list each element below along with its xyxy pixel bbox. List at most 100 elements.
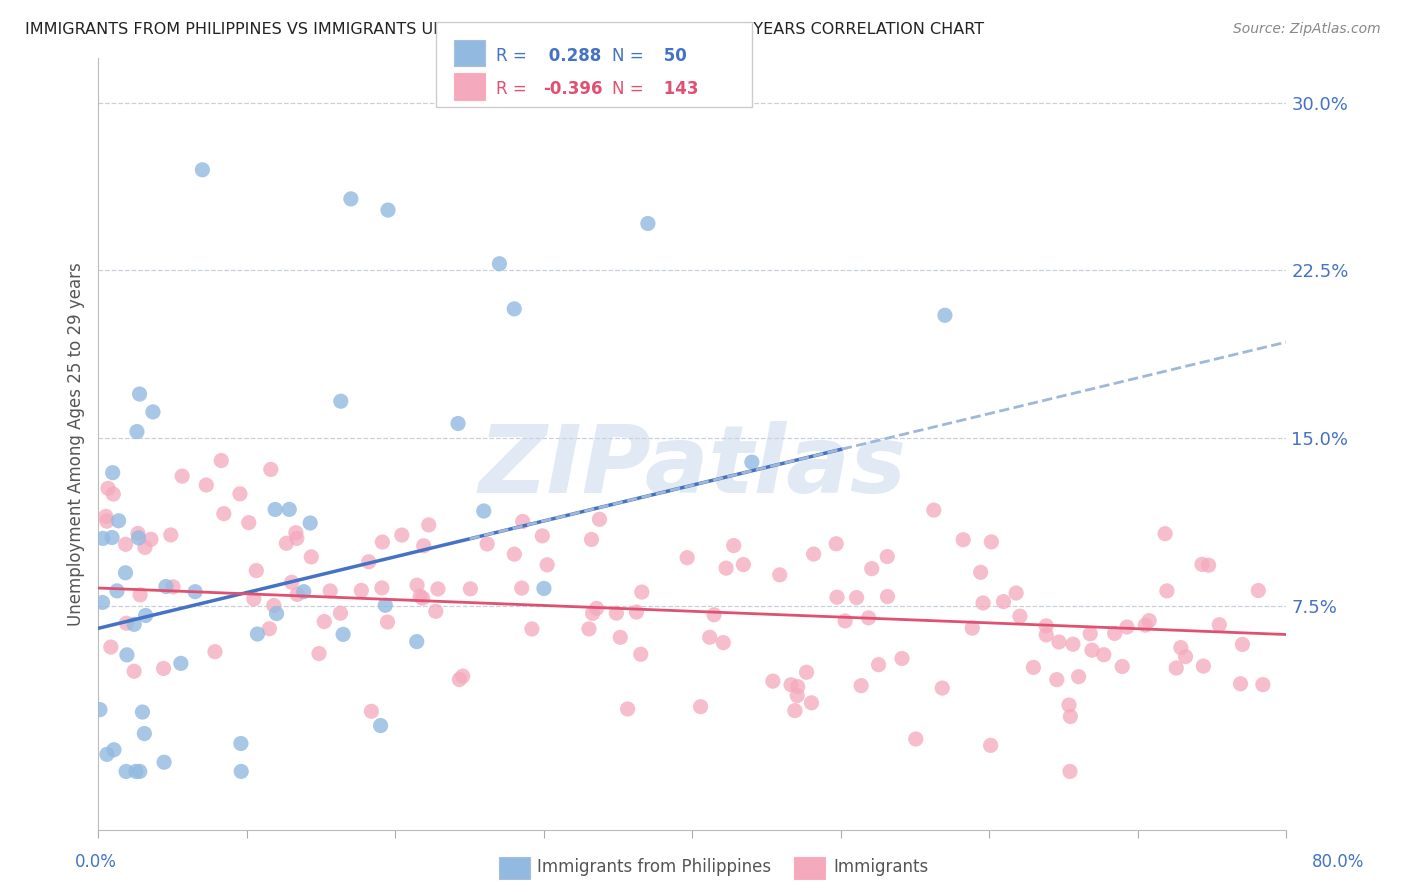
Point bbox=[699, 630, 721, 644]
Point bbox=[536, 558, 558, 572]
Point bbox=[1247, 583, 1270, 598]
Text: Immigrants from Philippines: Immigrants from Philippines bbox=[537, 858, 772, 876]
Point bbox=[1192, 659, 1215, 673]
Text: 0.288: 0.288 bbox=[543, 46, 600, 64]
Point bbox=[1035, 628, 1057, 642]
Point bbox=[858, 611, 880, 625]
Point bbox=[308, 647, 330, 661]
Point bbox=[212, 507, 235, 521]
Point bbox=[800, 696, 823, 710]
Point bbox=[676, 550, 699, 565]
Point bbox=[96, 514, 118, 528]
Point bbox=[689, 699, 711, 714]
Point bbox=[1062, 637, 1084, 651]
Point bbox=[350, 583, 373, 598]
Point bbox=[152, 661, 174, 675]
Point bbox=[1081, 643, 1104, 657]
Point bbox=[195, 478, 218, 492]
Point bbox=[711, 635, 734, 649]
Point bbox=[96, 747, 118, 762]
Point bbox=[1174, 649, 1197, 664]
Point bbox=[115, 616, 138, 631]
Point bbox=[447, 417, 470, 431]
Point bbox=[1047, 635, 1070, 649]
Point bbox=[585, 601, 607, 615]
Point bbox=[374, 599, 396, 613]
Point bbox=[426, 582, 449, 596]
Point bbox=[825, 537, 848, 551]
Point bbox=[91, 532, 114, 546]
Point bbox=[1005, 586, 1028, 600]
Point bbox=[1008, 609, 1031, 624]
Point bbox=[503, 301, 526, 316]
Point bbox=[723, 539, 745, 553]
Point bbox=[377, 615, 399, 629]
Text: N =: N = bbox=[612, 80, 648, 98]
Point bbox=[1104, 626, 1126, 640]
Point bbox=[605, 606, 627, 620]
Point bbox=[418, 517, 440, 532]
Point bbox=[266, 607, 288, 621]
Point bbox=[451, 669, 474, 683]
Point bbox=[1135, 618, 1157, 632]
Point bbox=[101, 466, 124, 480]
Point bbox=[1116, 620, 1139, 634]
Point bbox=[972, 596, 994, 610]
Point bbox=[114, 566, 136, 580]
Point bbox=[238, 516, 260, 530]
Point bbox=[425, 604, 447, 618]
Point bbox=[1137, 614, 1160, 628]
Point bbox=[259, 622, 281, 636]
Text: ZIPatlas: ZIPatlas bbox=[478, 421, 907, 513]
Point bbox=[91, 595, 114, 609]
Point bbox=[284, 525, 307, 540]
Point bbox=[531, 529, 554, 543]
Point bbox=[904, 731, 927, 746]
Point bbox=[134, 726, 156, 740]
Point bbox=[520, 622, 543, 636]
Point bbox=[980, 739, 1002, 753]
Point bbox=[299, 549, 322, 564]
Point bbox=[155, 580, 177, 594]
Point bbox=[825, 591, 848, 605]
Point bbox=[449, 673, 471, 687]
Point bbox=[285, 587, 308, 601]
Point bbox=[488, 257, 510, 271]
Point bbox=[371, 535, 394, 549]
Text: 0.0%: 0.0% bbox=[75, 853, 117, 871]
Point bbox=[533, 582, 555, 596]
Point bbox=[786, 689, 808, 703]
Point bbox=[512, 515, 534, 529]
Point bbox=[475, 537, 498, 551]
Point bbox=[962, 621, 984, 635]
Point bbox=[125, 764, 148, 779]
Point bbox=[510, 581, 533, 595]
Point bbox=[103, 487, 125, 501]
Point bbox=[741, 455, 763, 469]
Point bbox=[209, 453, 232, 467]
Point bbox=[172, 469, 194, 483]
Point bbox=[263, 599, 285, 613]
Point bbox=[246, 627, 269, 641]
Point bbox=[101, 531, 124, 545]
Point bbox=[231, 764, 253, 779]
Point bbox=[582, 607, 605, 621]
Point bbox=[931, 681, 953, 695]
Point bbox=[849, 679, 872, 693]
Point bbox=[934, 308, 956, 322]
Point bbox=[834, 614, 856, 628]
Point bbox=[170, 657, 193, 671]
Point bbox=[588, 512, 610, 526]
Point bbox=[626, 605, 648, 619]
Point bbox=[1059, 764, 1081, 779]
Y-axis label: Unemployment Among Ages 25 to 29 years: Unemployment Among Ages 25 to 29 years bbox=[66, 262, 84, 625]
Point bbox=[1229, 677, 1251, 691]
Point bbox=[360, 704, 382, 718]
Point bbox=[128, 531, 150, 545]
Point bbox=[1059, 709, 1081, 723]
Point bbox=[783, 704, 806, 718]
Point bbox=[371, 581, 394, 595]
Point bbox=[89, 703, 111, 717]
Point bbox=[952, 533, 974, 547]
Point bbox=[1170, 640, 1192, 655]
